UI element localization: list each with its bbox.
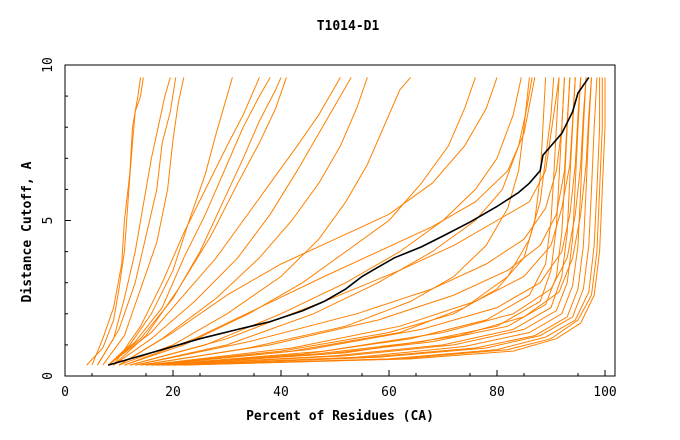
model-series-line-27 (172, 77, 601, 366)
model-series-line-6 (107, 77, 233, 366)
model-series-line-32 (140, 77, 571, 366)
model-series-line-12 (118, 77, 411, 366)
model-series-line-14 (129, 77, 522, 366)
model-series-line-24 (167, 77, 587, 366)
model-series-line-16 (140, 77, 530, 366)
model-series-line-34 (151, 77, 582, 366)
model-series-line-10 (113, 77, 352, 366)
model-series-line-4 (96, 77, 177, 366)
model-series-line-35 (156, 77, 587, 366)
model-series-line-20 (156, 77, 565, 366)
model-series-line-38 (113, 77, 260, 366)
model-series-line-31 (135, 77, 565, 366)
model-series-line-17 (145, 77, 547, 366)
model-series-line-7 (107, 77, 271, 366)
model-series-line-36 (162, 77, 592, 366)
model-series-line-26 (172, 77, 598, 366)
model-series-line-40 (124, 77, 536, 366)
model-series-line-2 (91, 77, 142, 366)
model-series-line-28 (178, 77, 603, 366)
model-series-line-22 (162, 77, 576, 366)
x-tick-label-4: 80 (489, 385, 505, 400)
model-series-line-30 (129, 77, 560, 366)
highlight-series-group (107, 76, 590, 366)
model-series-line-1 (86, 77, 144, 366)
x-tick-label-0: 0 (61, 385, 69, 400)
model-series-line-39 (118, 77, 498, 366)
x-tick-label-3: 60 (381, 385, 397, 400)
model-series-line-33 (145, 77, 576, 366)
x-axis-ticks: 0 20 40 60 80 100 (61, 370, 617, 400)
x-tick-label-2: 40 (273, 385, 289, 400)
model-series-line-9 (113, 77, 287, 366)
model-series-line-3 (96, 77, 171, 366)
model-series-line-18 (151, 77, 555, 366)
y-axis-ticks: 0 5 10 (41, 57, 71, 380)
x-axis-label: Percent of Residues (CA) (246, 409, 434, 424)
model-series-line-11 (118, 77, 368, 366)
x-tick-label-5: 100 (593, 385, 616, 400)
y-axis-label: Distance Cutoff, A (20, 161, 35, 302)
model-series-line-13 (124, 77, 476, 366)
x-tick-label-1: 20 (165, 385, 181, 400)
model-series-line-25 (167, 77, 592, 366)
model-series-line-23 (162, 77, 582, 366)
chart-title: T1014-D1 (317, 19, 380, 34)
model-series-line-29 (183, 77, 606, 366)
highlight-series-line (107, 76, 590, 366)
model-series-line-37 (107, 77, 341, 366)
model-series-line-8 (107, 77, 282, 366)
model-series-line-15 (135, 77, 533, 366)
y-tick-label-2: 10 (41, 57, 56, 73)
model-series-group (86, 77, 606, 366)
y-tick-label-0: 0 (41, 372, 56, 380)
model-series-line-5 (102, 77, 185, 366)
y-tick-label-1: 5 (41, 217, 56, 225)
